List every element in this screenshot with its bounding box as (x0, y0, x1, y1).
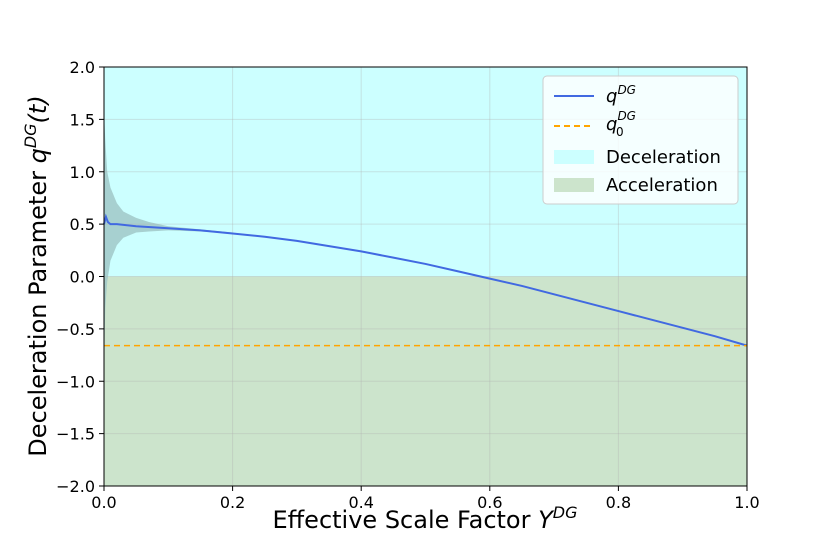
y-axis-label-sup: DG (21, 123, 40, 148)
y-axis-label: Deceleration Parameter qDG(t) (21, 95, 52, 456)
x-axis-label-var: Y (538, 506, 555, 534)
y-tick-label: −0.5 (56, 320, 95, 339)
legend-entry-q: qDG (606, 83, 636, 107)
legend-entry-q0: qDG 0 (606, 109, 636, 139)
y-tick-label: 1.5 (70, 110, 95, 129)
region-acceleration (104, 276, 747, 486)
y-tick-label: 1.0 (70, 163, 95, 182)
y-axis-label-var: q (24, 148, 52, 163)
y-tick-label: −1.0 (56, 372, 95, 391)
x-tick-label: 1.0 (734, 493, 759, 512)
legend-q-name: q (606, 86, 617, 107)
y-tick-label: 0.5 (70, 215, 95, 234)
y-tick-label: −2.0 (56, 477, 95, 496)
x-axis-ticks: 0.0 0.2 0.4 0.6 0.8 1.0 (91, 486, 760, 512)
y-axis-label-text: Deceleration Parameter (24, 163, 52, 456)
y-tick-label: 0.0 (70, 268, 95, 287)
series-line-q (103, 213, 748, 347)
x-tick-label: 0.2 (220, 493, 245, 512)
x-tick-label: 0.6 (477, 493, 502, 512)
legend-q0-name: q (606, 114, 617, 135)
y-tick-label: −1.5 (56, 425, 95, 444)
uncertainty-band-group (104, 119, 233, 350)
x-tick-label: 0.4 (348, 493, 373, 512)
x-axis-label: Effective Scale Factor YDG (272, 503, 577, 534)
y-tick-label: 2.0 (70, 58, 95, 77)
legend-q-sup: DG (617, 83, 636, 97)
y-axis-label-arg: (t) (24, 95, 52, 123)
legend-q0-sub: 0 (616, 125, 624, 139)
legend-entry-deceleration: Deceleration (606, 147, 721, 168)
legend-swatch-deceleration (554, 150, 594, 164)
series-group (103, 213, 748, 347)
legend-swatch-acceleration (554, 178, 594, 192)
x-axis-label-sup: DG (553, 503, 578, 522)
y-axis-ticks: −2.0 −1.5 −1.0 −0.5 0.0 0.5 1.0 1.5 2.0 (56, 58, 104, 496)
legend-entry-acceleration: Acceleration (606, 175, 718, 196)
legend-box (542, 75, 739, 205)
legend-q0-sup: DG (617, 109, 636, 123)
uncertainty-band (104, 119, 233, 350)
x-tick-label: 0.8 (606, 493, 631, 512)
x-axis-label-text: Effective Scale Factor (272, 506, 538, 534)
legend: qDG qDG 0 Deceleration Acceleration (542, 75, 739, 205)
x-tick-label: 0.0 (91, 493, 116, 512)
